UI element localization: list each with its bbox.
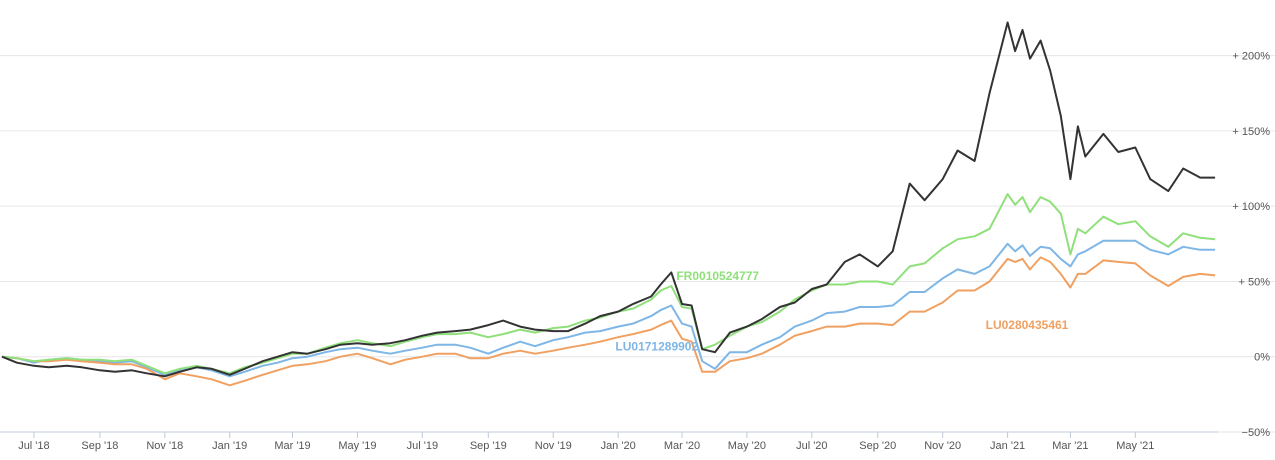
series-label-fr0010524777: FR0010524777 (676, 269, 759, 283)
x-tick-label: May '19 (338, 440, 376, 452)
x-tick-label: Jan '19 (212, 440, 247, 452)
series-line-fr0010524777 (1, 193, 1216, 375)
x-tick-label: Jan '20 (601, 440, 636, 452)
x-tick-label: Mar '19 (274, 440, 310, 452)
x-tick-label: May '21 (1116, 440, 1154, 452)
series-line-lu0171289902 (1, 239, 1216, 378)
x-tick-label: Sep '18 (81, 440, 118, 452)
y-tick-label: + 150% (1232, 126, 1270, 138)
y-tick-label: 0% (1254, 352, 1270, 364)
series-label-lu0171289902: LU0171289902 (615, 340, 698, 354)
series-label-lu0280435461: LU0280435461 (986, 318, 1069, 332)
x-tick-label: Nov '20 (924, 440, 961, 452)
x-axis: Jul '18 Sep '18 Nov '18 Jan '19 Mar '19 May '… (0, 431, 1218, 452)
x-tick-label: Nov '19 (535, 440, 572, 452)
series-labels: FR0010524777 LU0171289902 LU0280435461 (615, 269, 1068, 354)
y-axis-ticks: −50% 0% + 50% + 100% + 150% + 200% (1232, 51, 1270, 439)
x-tick-label: Jul '20 (796, 440, 827, 452)
series-line-unnamed (1, 21, 1216, 378)
x-tick-label: Mar '20 (664, 440, 700, 452)
x-tick-label: Jan '21 (990, 440, 1025, 452)
x-tick-label: Nov '18 (146, 440, 183, 452)
x-tick-label: Jul '18 (18, 440, 49, 452)
x-tick-label: Mar '21 (1052, 440, 1088, 452)
y-tick-label: + 50% (1239, 276, 1271, 288)
y-tick-label: + 100% (1232, 201, 1270, 213)
y-tick-label: + 200% (1232, 51, 1270, 63)
series-line-lu0280435461 (1, 256, 1216, 387)
x-tick-label: May '20 (728, 440, 766, 452)
x-tick-label: Jul '19 (407, 440, 438, 452)
y-tick-label: −50% (1242, 427, 1271, 439)
series-lines (1, 21, 1216, 387)
x-tick-label: Sep '20 (859, 440, 896, 452)
x-tick-label: Sep '19 (470, 440, 507, 452)
